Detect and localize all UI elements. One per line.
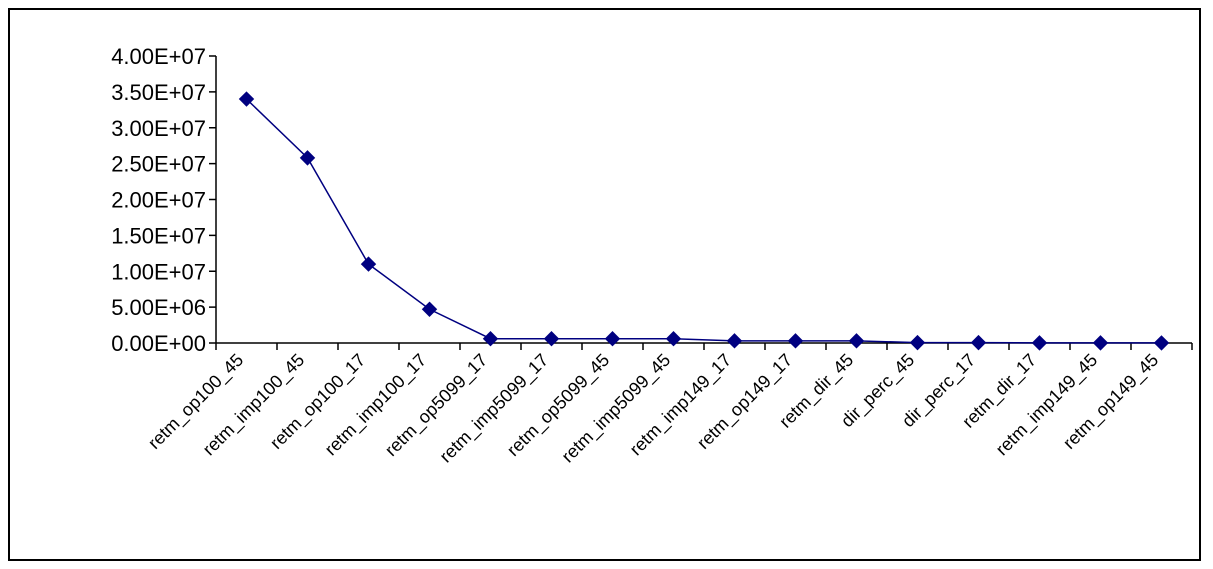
y-tick-label: 1.50E+07 [111, 223, 206, 248]
data-point-marker [909, 334, 926, 351]
data-point-marker [543, 330, 560, 347]
data-point-marker [238, 91, 255, 107]
x-tick-label: retm_imp5099_17 [436, 350, 553, 467]
y-tick-label: 3.00E+07 [111, 116, 206, 141]
data-point-marker [1031, 335, 1048, 351]
x-tick-label: retm_imp100_45 [199, 350, 309, 460]
x-tick-label: retm_imp100_17 [321, 350, 431, 460]
y-tick-label: 4.00E+07 [111, 44, 206, 69]
x-tick-label: retm_op5099_45 [503, 350, 614, 461]
data-point-marker [299, 150, 316, 166]
y-tick-label: 5.00E+06 [111, 295, 206, 320]
data-point-marker [604, 330, 621, 347]
data-point-marker [482, 330, 499, 347]
y-tick-labels: 0.00E+00 5.00E+06 1.00E+07 1.50E+07 2.00E+07… [111, 44, 206, 356]
line-chart: 0.00E+00 5.00E+06 1.00E+07 1.50E+07 2.00E+07… [111, 44, 1193, 467]
x-tick-label: retm_op5099_17 [381, 350, 492, 461]
series-line [245, 98, 1162, 344]
data-point-marker [1092, 335, 1109, 351]
data-point-marker [970, 334, 987, 351]
chart-frame: 0.00E+00 5.00E+06 1.00E+07 1.50E+07 2.00E+07… [8, 8, 1201, 561]
x-tick-label: retm_imp5099_45 [558, 350, 675, 467]
data-point-marker [848, 333, 865, 349]
y-tick-label: 2.00E+07 [111, 188, 206, 213]
data-point-marker [421, 301, 438, 317]
data-point-marker [726, 333, 743, 349]
data-point-marker [360, 256, 377, 272]
data-point-marker [787, 333, 804, 349]
data-point-marker [1153, 335, 1170, 351]
y-tick-label: 1.00E+07 [111, 259, 206, 284]
x-tick-label: retm_imp149_17 [626, 350, 736, 460]
y-tick-label: 0.00E+00 [111, 331, 206, 356]
series-layer [238, 91, 1170, 351]
chart-axes [209, 55, 1193, 350]
y-tick-label: 2.50E+07 [111, 152, 206, 177]
data-point-marker [665, 330, 682, 347]
y-tick-label: 3.50E+07 [111, 80, 206, 105]
x-tick-label: retm_imp149_45 [992, 350, 1102, 460]
x-tick-labels: retm_op100_45retm_imp100_45retm_op100_17… [144, 350, 1163, 467]
